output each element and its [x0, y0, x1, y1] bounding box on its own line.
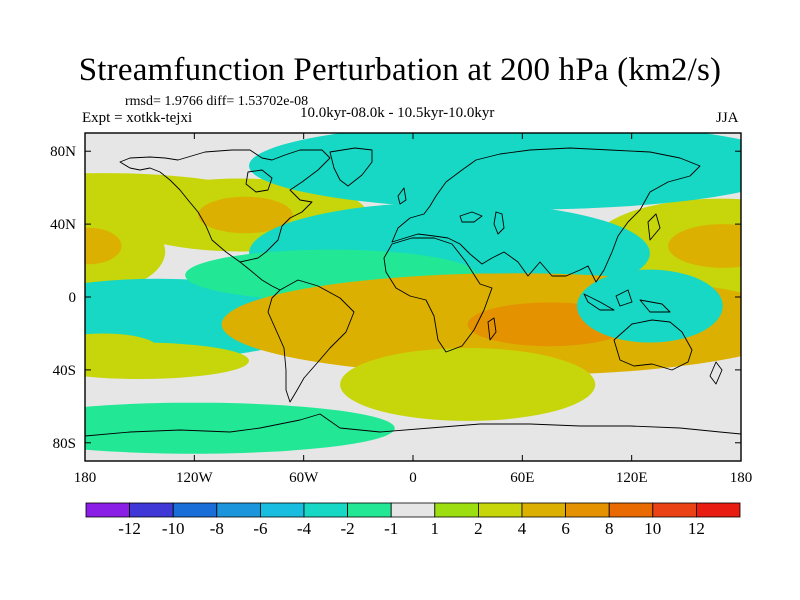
anomaly-region — [85, 227, 122, 265]
coast-australia — [613, 319, 693, 371]
colorbar-label: -8 — [210, 519, 224, 538]
colorbar-label: 8 — [605, 519, 614, 538]
anomaly-region — [85, 402, 395, 454]
colorbar-swatch — [303, 502, 348, 518]
colorbar-label: 4 — [518, 519, 527, 538]
colorbar-swatch — [477, 502, 523, 518]
colorbar-label: -12 — [118, 519, 141, 538]
coast-madagascar — [487, 317, 497, 341]
y-tick-label: 80S — [53, 436, 76, 452]
colorbar-label: -1 — [384, 519, 398, 538]
anomaly-region — [668, 224, 741, 268]
colorbar-label: 12 — [688, 519, 705, 538]
coast-antarctica — [85, 413, 741, 437]
experiment-label: Expt = xotkk-tejxi — [82, 110, 193, 126]
colorbar-swatch — [565, 502, 610, 518]
coast-greenland — [329, 147, 373, 187]
colorbar-swatch — [85, 502, 130, 518]
x-tick-label: 180 — [74, 470, 97, 486]
colorbar-label: -6 — [253, 519, 267, 538]
x-tick-label: 60E — [510, 470, 534, 486]
anomaly-region — [433, 369, 521, 400]
x-tick-label: 120W — [176, 470, 214, 486]
coast-black-sea — [459, 211, 483, 223]
coast-north-america — [119, 149, 331, 263]
colorbar-swatch — [129, 502, 174, 518]
colorbar-swatch — [696, 502, 741, 518]
coast-south-america — [267, 279, 355, 403]
colorbar-label: 6 — [561, 519, 570, 538]
colorbar-label: 10 — [644, 519, 661, 538]
coast-caspian — [493, 211, 505, 235]
anomaly-region — [85, 306, 231, 343]
y-tick-label: 0 — [69, 290, 77, 306]
colorbar-swatch — [172, 502, 218, 518]
colorbar-swatch — [216, 502, 261, 518]
y-tick-label: 40N — [50, 217, 76, 233]
colorbar-swatch — [652, 502, 697, 518]
coast-hudson-bay — [245, 169, 273, 193]
colorbar-swatch — [608, 502, 654, 518]
colorbar-label: 1 — [431, 519, 440, 538]
coast-indonesia — [583, 289, 671, 313]
anomaly-region — [85, 333, 158, 363]
colorbar-swatch — [521, 502, 566, 518]
colorbar-swatch — [347, 502, 392, 518]
coast-central-america — [239, 261, 281, 291]
colorbar-swatch — [259, 502, 305, 518]
coast-eurasia — [391, 147, 701, 283]
coast-japan — [647, 213, 661, 241]
x-tick-label: 0 — [409, 470, 417, 486]
anomaly-region — [413, 138, 669, 183]
chart-title: Streamfunction Perturbation at 200 hPa (… — [78, 52, 722, 88]
rmsd-text: rmsd= 1.9766 diff= 1.53702e-08 — [125, 94, 309, 109]
x-tick-label: 120E — [616, 470, 648, 486]
colorbar-swatch — [434, 502, 479, 518]
coast-uk — [397, 187, 407, 205]
x-tick-label: 60W — [289, 470, 319, 486]
y-tick-label: 40S — [53, 363, 76, 379]
anomaly-region — [197, 196, 293, 234]
anomaly-region — [620, 291, 680, 321]
colorbar-swatch — [390, 502, 436, 518]
x-tick-label: 180 — [730, 470, 753, 486]
colorbar-label: -2 — [341, 519, 355, 538]
y-tick-label: 80N — [50, 144, 76, 160]
colorbar-label: -10 — [162, 519, 185, 538]
colorbar-label: -4 — [297, 519, 312, 538]
coast-new-zealand — [709, 361, 723, 385]
season-label: JJA — [716, 110, 739, 126]
anomaly-region — [413, 227, 559, 265]
colorbar-label: 2 — [474, 519, 483, 538]
coastlines — [85, 147, 741, 437]
coast-africa — [383, 237, 493, 353]
period-label: 10.0kyr-08.0k - 10.5kyr-10.0kyr — [300, 105, 495, 121]
